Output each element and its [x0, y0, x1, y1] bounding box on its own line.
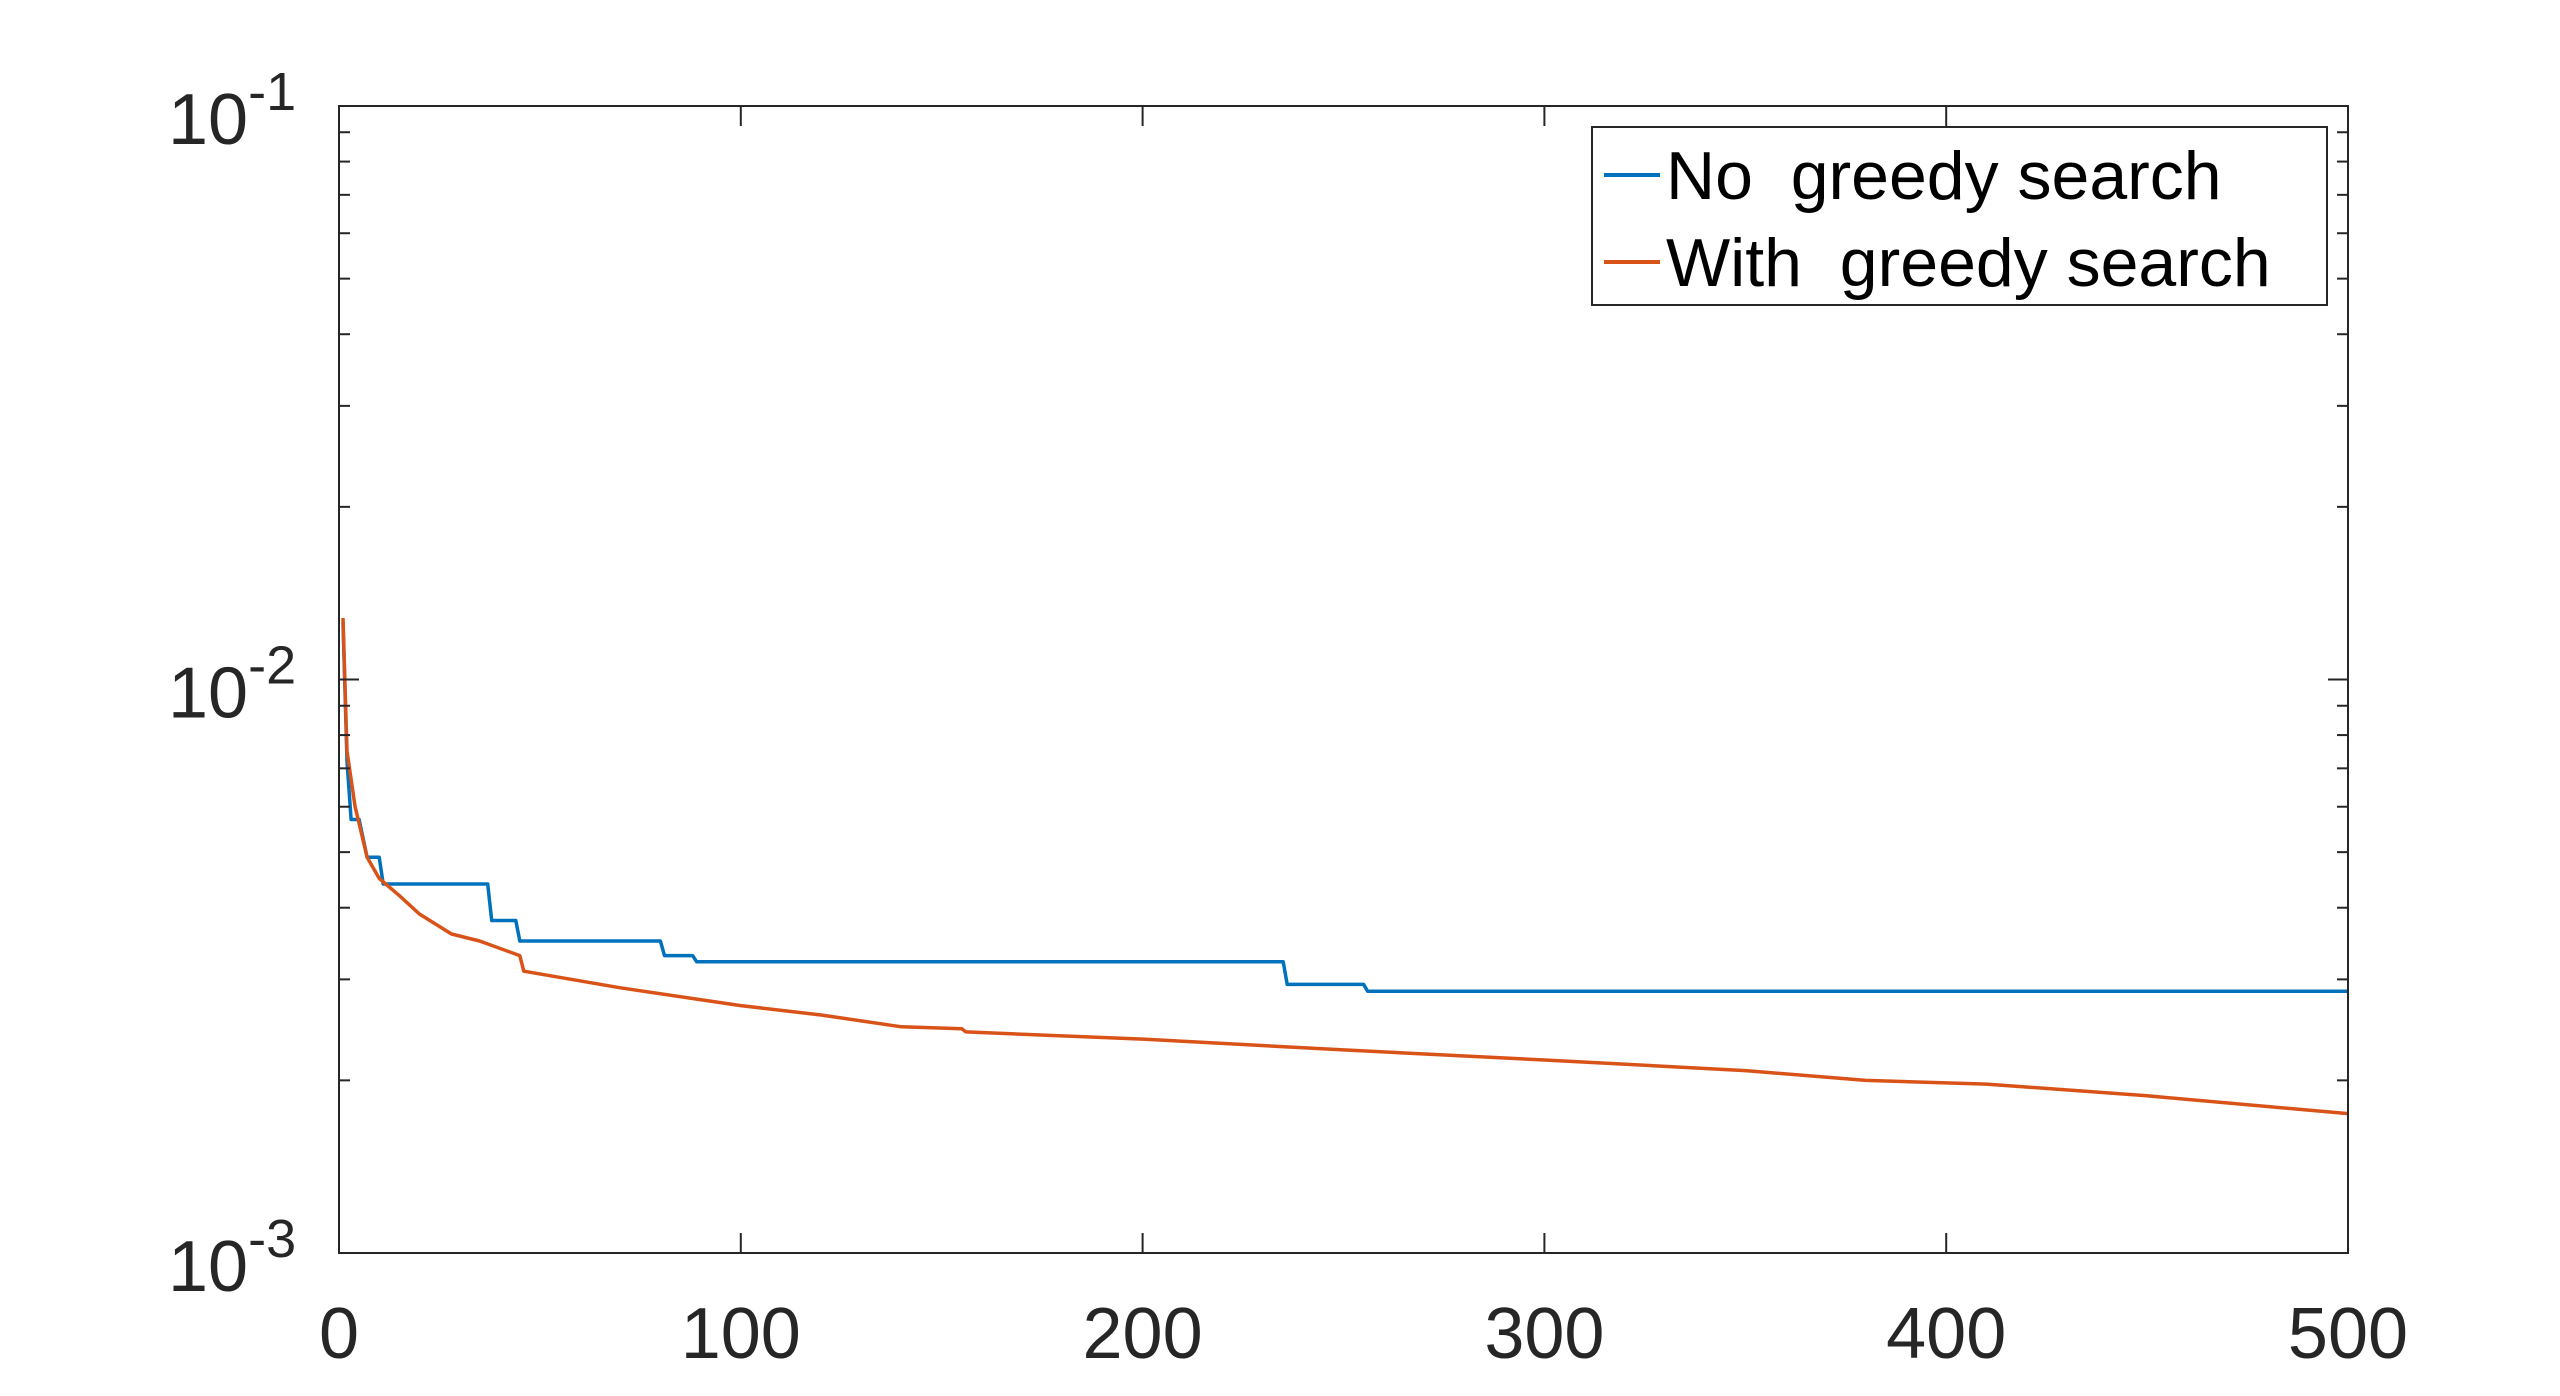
x-tick-label: 200: [1083, 1294, 1203, 1374]
legend-label-no-greedy: No greedy search: [1666, 138, 2222, 214]
legend-box: [1591, 126, 2328, 306]
plot-frame: [338, 105, 2349, 1254]
x-tick-label: 300: [1484, 1294, 1604, 1374]
legend-label-with-greedy: With greedy search: [1666, 225, 2271, 301]
x-tick-label: 500: [2288, 1294, 2408, 1374]
x-tick-labels: 0 100 200 300 400 500: [319, 1294, 2408, 1374]
x-tick-label: 0: [319, 1294, 359, 1374]
y-tick-labels: 10-3 10-2 10-1: [168, 62, 296, 1307]
y-tick-label: 10-3: [168, 1209, 296, 1307]
legend: No greedy search With greedy search: [1591, 126, 2328, 306]
series-line-with-greedy: [341, 617, 2349, 1116]
x-tick-label: 100: [681, 1294, 801, 1374]
y-tick-label: 10-2: [168, 636, 296, 734]
series-lines: [341, 617, 2349, 1116]
y-tick-label: 10-1: [168, 62, 296, 160]
x-tick-label: 400: [1886, 1294, 2006, 1374]
